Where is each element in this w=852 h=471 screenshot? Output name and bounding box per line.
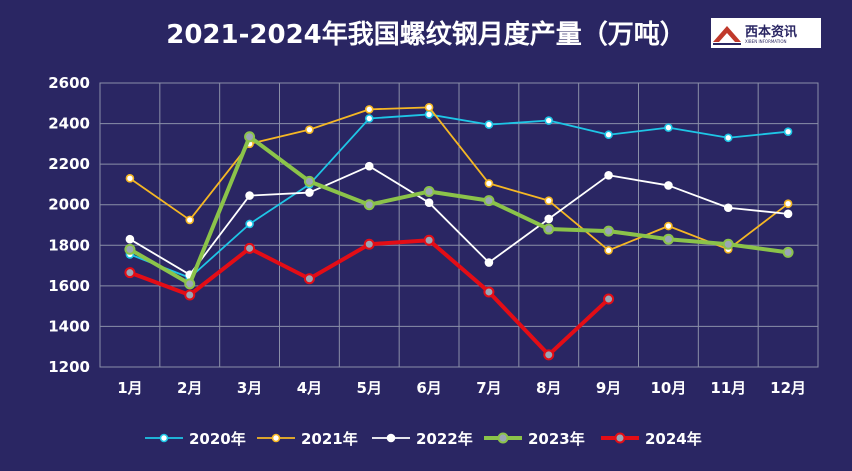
- data-point: [124, 243, 136, 255]
- data-point: [364, 114, 374, 123]
- data-point: [604, 246, 613, 255]
- data-point: [723, 133, 733, 143]
- data-point: [604, 130, 613, 140]
- data-point: [664, 221, 673, 231]
- legend-label: 2022年: [416, 430, 473, 448]
- data-point: [125, 234, 135, 244]
- data-point: [244, 242, 256, 254]
- x-tick-label: 7月: [476, 379, 501, 397]
- data-point: [245, 219, 254, 229]
- x-tick-label: 12月: [770, 379, 806, 397]
- data-point: [483, 195, 495, 207]
- x-tick-label: 5月: [357, 379, 382, 397]
- data-point: [783, 209, 793, 219]
- data-point: [423, 234, 435, 246]
- data-point: [364, 105, 374, 114]
- data-point: [184, 278, 196, 290]
- data-point: [604, 171, 613, 180]
- y-tick-label: 2200: [48, 155, 90, 173]
- data-point: [305, 125, 314, 134]
- data-point: [603, 225, 615, 237]
- data-point: [544, 196, 554, 205]
- data-point: [483, 286, 495, 298]
- x-tick-label: 10月: [650, 379, 686, 397]
- data-point: [484, 258, 494, 267]
- data-point: [662, 233, 674, 245]
- data-point: [543, 349, 555, 361]
- data-point: [424, 103, 434, 112]
- data-point: [423, 186, 435, 198]
- legend-label: 2024年: [645, 430, 702, 448]
- logo-text: 西本资讯: [745, 25, 798, 40]
- data-point: [364, 161, 374, 171]
- data-point: [664, 181, 673, 190]
- data-point: [305, 188, 314, 197]
- data-point: [722, 238, 734, 250]
- legend-marker: [386, 433, 396, 443]
- data-point: [723, 203, 733, 213]
- x-tick-label: 1月: [117, 379, 142, 397]
- legend-marker: [497, 432, 509, 444]
- data-point: [544, 214, 554, 224]
- data-point: [603, 293, 615, 305]
- x-tick-label: 2月: [177, 379, 202, 397]
- data-point: [244, 131, 256, 143]
- y-tick-label: 1800: [48, 236, 90, 254]
- xiben-logo: 西本资讯 XIBEN INFORMATION: [711, 18, 821, 48]
- data-point: [184, 289, 196, 301]
- data-point: [424, 198, 434, 207]
- data-point: [484, 120, 494, 129]
- x-tick-label: 11月: [710, 379, 746, 397]
- series-line-2023年: [128, 134, 789, 286]
- data-point: [245, 191, 254, 200]
- legend-label: 2023年: [528, 430, 585, 448]
- x-tick-label: 9月: [596, 379, 621, 397]
- y-tick-label: 2000: [48, 196, 90, 214]
- data-point: [124, 267, 136, 279]
- legend-marker: [614, 432, 626, 444]
- y-tick-label: 1200: [48, 358, 90, 376]
- data-point: [424, 110, 434, 119]
- data-point: [303, 175, 315, 187]
- data-point: [303, 273, 315, 285]
- data-point: [543, 223, 555, 235]
- y-tick-label: 2600: [48, 74, 90, 92]
- data-point: [544, 116, 554, 125]
- x-tick-label: 8月: [536, 379, 561, 397]
- y-tick-label: 1600: [48, 277, 90, 295]
- legend-marker: [159, 433, 169, 443]
- chart-title: 2021-2024年我国螺纹钢月度产量（万吨）: [166, 20, 686, 50]
- legend-label: 2021年: [301, 430, 358, 448]
- data-point: [783, 127, 793, 136]
- data-point: [363, 238, 375, 250]
- series-line-2022年: [129, 165, 789, 276]
- data-point: [363, 199, 375, 211]
- logo-roof-icon: [713, 26, 741, 45]
- data-point: [783, 199, 793, 208]
- data-point: [185, 215, 195, 225]
- y-tick-label: 2400: [48, 115, 90, 133]
- y-tick-label: 1400: [48, 317, 90, 335]
- data-point: [484, 179, 494, 188]
- x-tick-label: 3月: [237, 379, 262, 397]
- x-tick-label: 6月: [416, 379, 441, 397]
- x-tick-label: 4月: [297, 379, 322, 397]
- legend-marker: [271, 433, 281, 443]
- legend-label: 2020年: [189, 430, 246, 448]
- logo-subtitle: XIBEN INFORMATION: [745, 39, 787, 44]
- series-line-2020年: [129, 113, 789, 279]
- data-point: [664, 123, 673, 132]
- data-point: [782, 246, 794, 258]
- data-point: [125, 174, 135, 183]
